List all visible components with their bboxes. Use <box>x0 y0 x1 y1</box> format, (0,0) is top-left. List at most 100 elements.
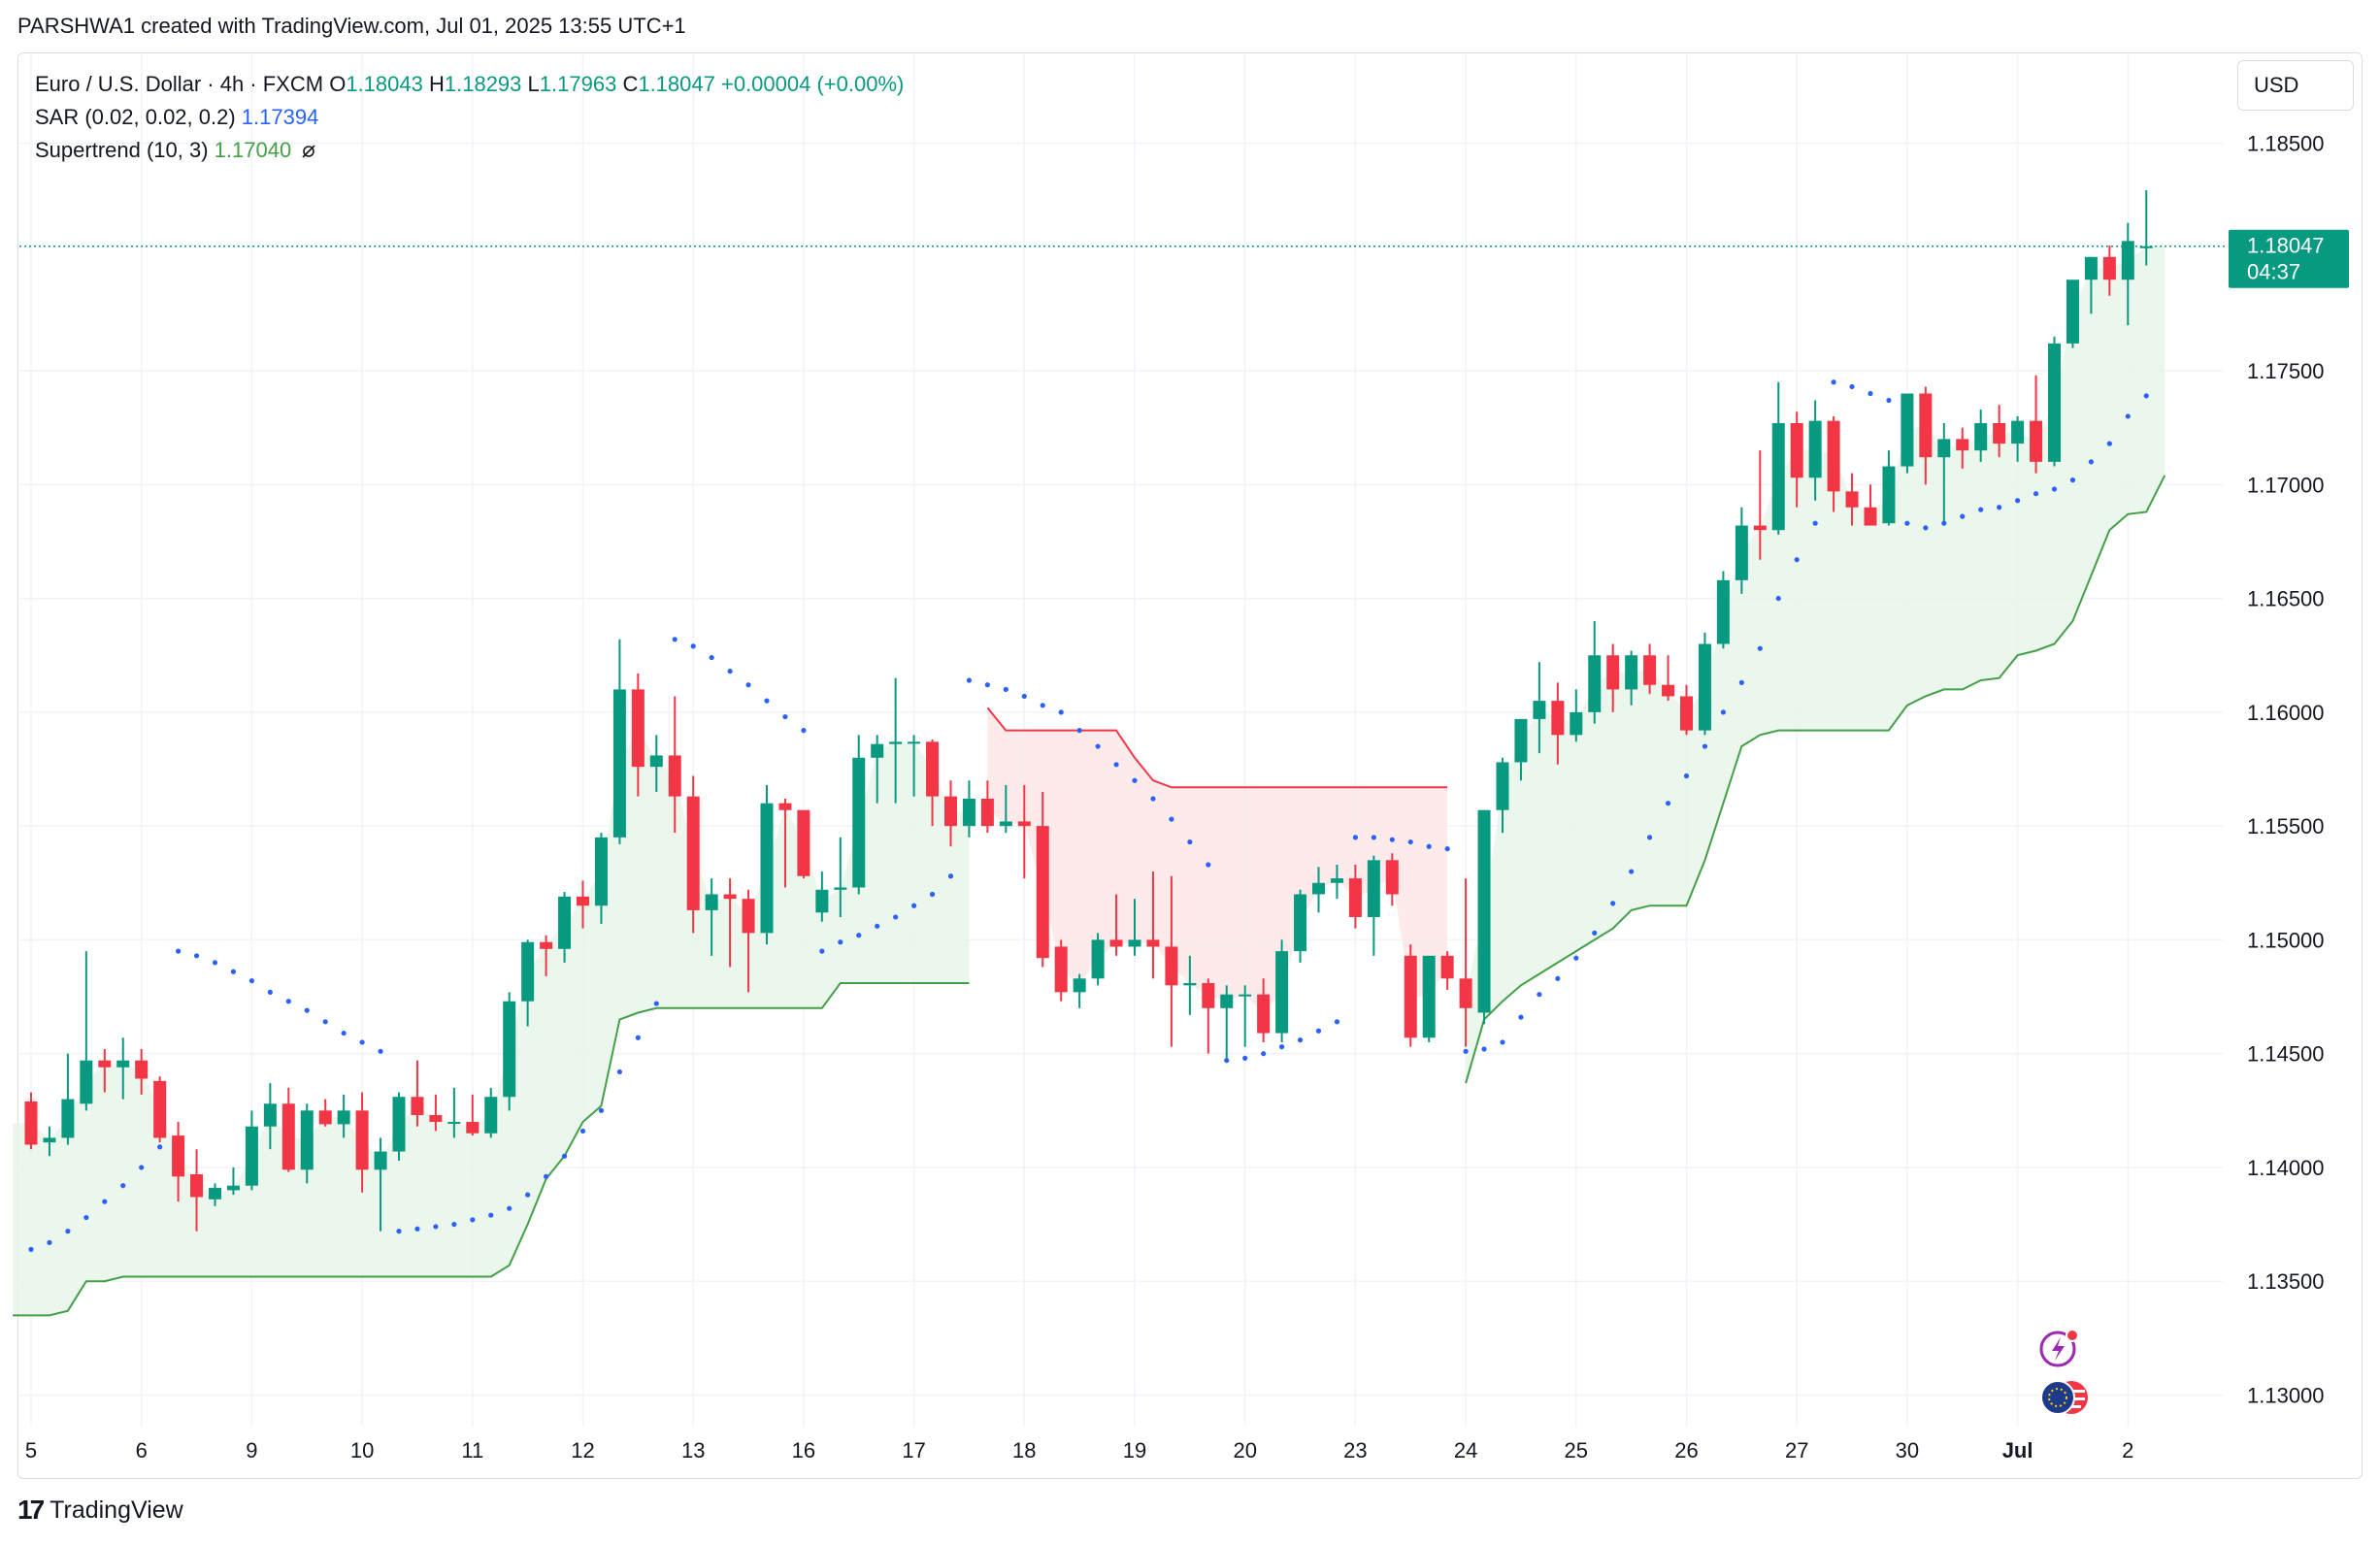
eu-us-flags-icon[interactable] <box>2040 1380 2088 1415</box>
candle <box>209 1183 221 1206</box>
candle-body <box>447 1122 461 1125</box>
sar-dot <box>764 698 770 704</box>
candle <box>686 775 700 934</box>
time-tick-label: 26 <box>1674 1438 1698 1463</box>
sar-dot <box>1242 1055 1248 1061</box>
sar-dot <box>984 682 991 688</box>
sar-value: 1.17394 <box>241 105 319 129</box>
candle <box>1275 939 1289 1042</box>
candle-body <box>1312 882 1325 895</box>
sar-dot <box>1647 835 1653 840</box>
time-tick-label: 18 <box>1012 1438 1036 1463</box>
candle <box>1533 662 1546 754</box>
time-tick-label: 2 <box>2122 1438 2133 1463</box>
candle-body <box>1625 655 1638 690</box>
sar-dot <box>966 677 973 683</box>
candle-body <box>577 896 589 906</box>
candle-body <box>540 941 553 949</box>
candle <box>484 1087 498 1138</box>
supertrend-up-line <box>13 982 970 1317</box>
candle-body <box>1753 525 1767 531</box>
candle <box>540 935 553 976</box>
candle-body <box>1348 878 1362 917</box>
candle-body <box>245 1126 258 1186</box>
sar-dot <box>1537 992 1542 998</box>
candle-body <box>429 1115 443 1123</box>
sar-dot <box>911 903 917 908</box>
candle-body <box>1845 491 1859 508</box>
sar-dot <box>1812 520 1818 526</box>
close-label: C <box>622 72 639 96</box>
candle-body <box>1459 978 1472 1008</box>
time-axis[interactable]: 5 6 9 10 11 12 13 16 17 18 19 20 23 24 25 26 27 30 Jul 2 <box>25 1438 2134 1463</box>
candle <box>429 1094 443 1132</box>
candle-body <box>263 1103 277 1127</box>
candle-body <box>61 1099 75 1138</box>
candle <box>1440 951 1454 991</box>
candle <box>2084 256 2098 314</box>
sar-dot <box>1169 816 1174 822</box>
candle <box>926 740 940 827</box>
low-label: L <box>527 72 540 96</box>
sar-dot <box>267 989 273 995</box>
candle <box>1146 871 1160 979</box>
time-tick-label: 5 <box>25 1438 37 1463</box>
candle-body <box>871 743 884 758</box>
candle-body <box>723 894 737 900</box>
sar-dot <box>1555 975 1561 981</box>
sar-dot <box>1592 930 1598 936</box>
sar-dot <box>1040 703 1045 708</box>
candle-body <box>908 741 921 744</box>
time-tick-label: Jul <box>2002 1438 2033 1463</box>
sar-dot <box>1132 777 1138 783</box>
candle <box>1073 973 1086 1008</box>
candle <box>1974 409 1988 462</box>
candle-body <box>1073 978 1086 993</box>
legend-sar-row[interactable]: SAR (0.02, 0.02, 0.2) 1.17394 <box>35 101 904 134</box>
sar-dot <box>1941 520 1947 526</box>
candle-body <box>2030 420 2043 462</box>
supertrend-value: 1.17040 <box>214 138 292 162</box>
candle-body <box>392 1097 406 1152</box>
sar-dot <box>1702 743 1708 749</box>
sar-dot <box>672 637 678 642</box>
candle <box>705 878 718 956</box>
legend-symbol-row[interactable]: Euro / U.S. Dollar · 4h · FXCM O1.18043 … <box>35 68 904 101</box>
candle-body <box>318 1110 332 1125</box>
tradingview-footer[interactable]: 17 TradingView <box>17 1495 183 1526</box>
candle <box>1385 853 1399 906</box>
candle-body <box>80 1060 93 1104</box>
sar-dot <box>230 969 237 974</box>
candle-body <box>135 1060 149 1079</box>
sar-dot <box>1573 955 1579 961</box>
legend-supertrend-row[interactable]: Supertrend (10, 3) 1.17040 <box>35 134 904 167</box>
candle <box>2030 375 2043 474</box>
candle <box>43 1126 56 1157</box>
corner-icons[interactable] <box>2036 1324 2104 1425</box>
candle <box>1017 784 1031 879</box>
sar-dot <box>2106 441 2112 446</box>
price-axis[interactable]: 1.18500 1.17500 1.17000 1.16500 1.16000 1.155… <box>2247 132 2325 1408</box>
sar-dot <box>248 978 254 984</box>
currency-selector[interactable]: USD <box>2237 60 2354 111</box>
sar-dot <box>102 1199 108 1204</box>
candle <box>1919 386 1933 485</box>
candle-body <box>1367 860 1380 917</box>
candle-body <box>1919 393 1933 458</box>
sar-dot <box>212 960 218 966</box>
low-value: 1.17963 <box>539 72 617 96</box>
eye-slash-icon[interactable] <box>301 144 316 159</box>
candle <box>1901 393 1914 474</box>
candle <box>908 735 921 797</box>
candle-body <box>558 896 572 949</box>
lightning-icon[interactable] <box>2039 1329 2079 1367</box>
supertrend-up-fill <box>1466 247 2165 1084</box>
candle-body <box>649 755 663 768</box>
sar-dot <box>875 923 880 929</box>
sar-dot <box>1334 1019 1340 1025</box>
sar-dot <box>1904 520 1910 526</box>
candle <box>411 1060 424 1127</box>
sar-dot <box>653 1001 659 1006</box>
candle <box>153 1076 167 1143</box>
